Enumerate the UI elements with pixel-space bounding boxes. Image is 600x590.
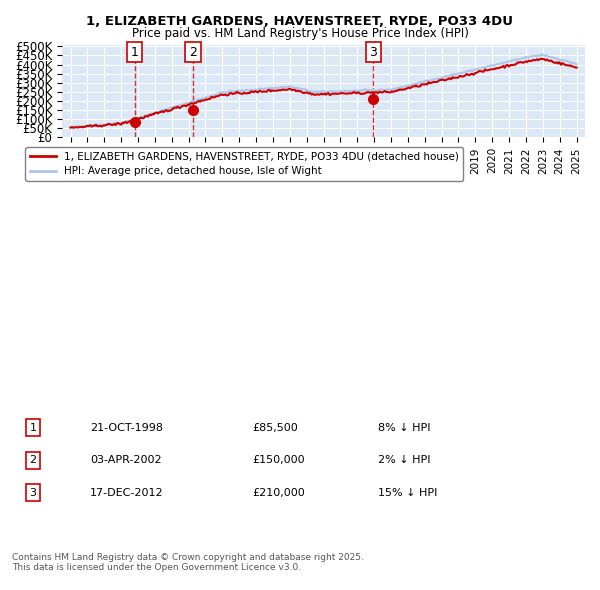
Text: Price paid vs. HM Land Registry's House Price Index (HPI): Price paid vs. HM Land Registry's House … xyxy=(131,27,469,40)
Text: 17-DEC-2012: 17-DEC-2012 xyxy=(90,488,164,497)
Text: 1: 1 xyxy=(29,423,37,432)
Text: Contains HM Land Registry data © Crown copyright and database right 2025.
This d: Contains HM Land Registry data © Crown c… xyxy=(12,553,364,572)
Text: 1: 1 xyxy=(131,45,139,58)
Text: 2: 2 xyxy=(189,45,197,58)
Text: 15% ↓ HPI: 15% ↓ HPI xyxy=(378,488,437,497)
Text: 3: 3 xyxy=(29,488,37,497)
Text: 8% ↓ HPI: 8% ↓ HPI xyxy=(378,423,430,432)
Text: 1, ELIZABETH GARDENS, HAVENSTREET, RYDE, PO33 4DU: 1, ELIZABETH GARDENS, HAVENSTREET, RYDE,… xyxy=(86,15,514,28)
Legend: 1, ELIZABETH GARDENS, HAVENSTREET, RYDE, PO33 4DU (detached house), HPI: Average: 1, ELIZABETH GARDENS, HAVENSTREET, RYDE,… xyxy=(25,147,463,181)
Text: 03-APR-2002: 03-APR-2002 xyxy=(90,455,161,465)
Text: £210,000: £210,000 xyxy=(252,488,305,497)
Text: £85,500: £85,500 xyxy=(252,423,298,432)
Text: £150,000: £150,000 xyxy=(252,455,305,465)
Text: 21-OCT-1998: 21-OCT-1998 xyxy=(90,423,163,432)
Text: 2: 2 xyxy=(29,455,37,465)
Text: 2% ↓ HPI: 2% ↓ HPI xyxy=(378,455,430,465)
Text: 3: 3 xyxy=(370,45,377,58)
